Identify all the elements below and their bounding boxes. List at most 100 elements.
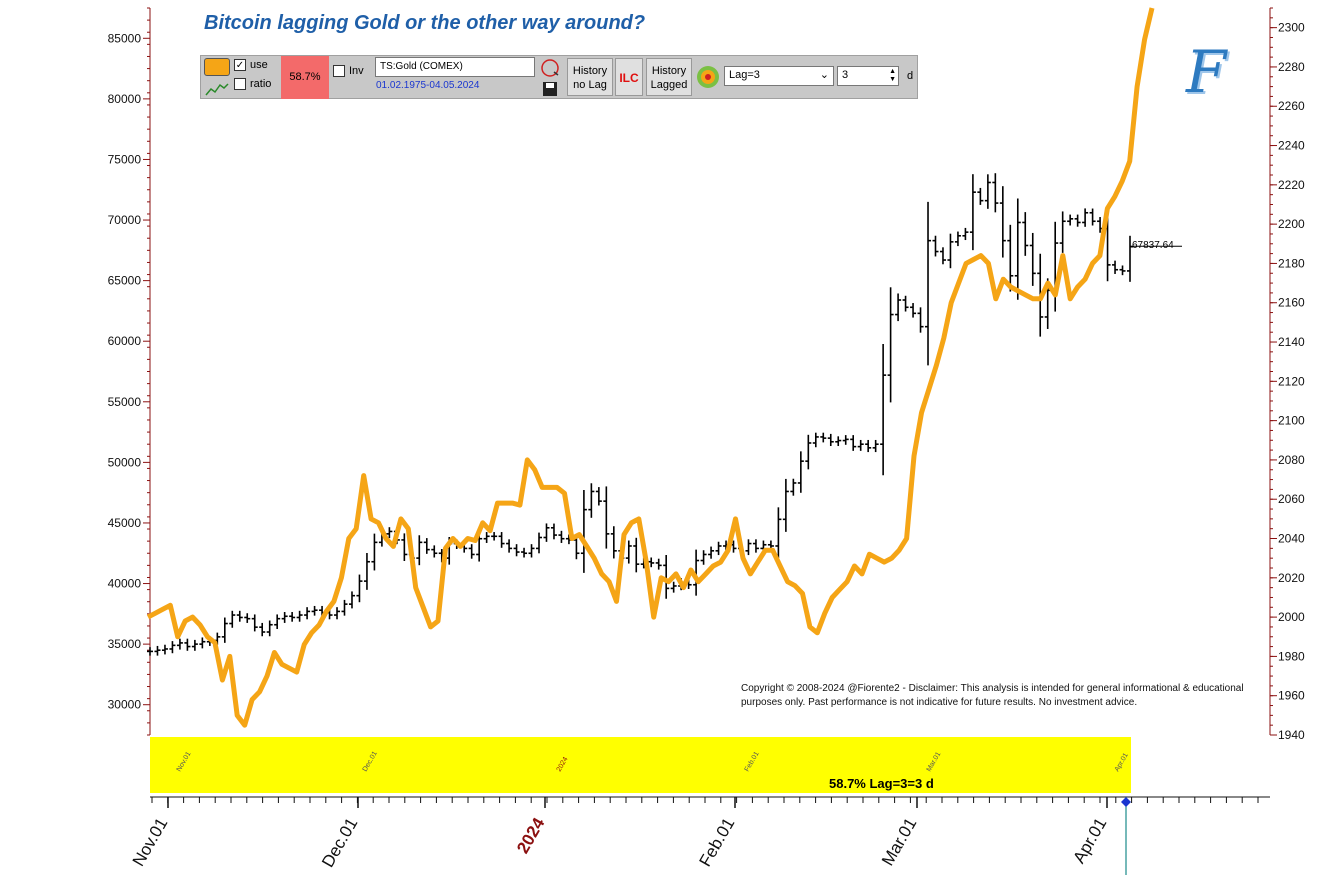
inv-label: Inv bbox=[349, 65, 364, 77]
bitcoin-bar bbox=[356, 574, 363, 603]
right-tick-label: 2300 bbox=[1278, 21, 1305, 35]
bitcoin-bar bbox=[176, 638, 183, 650]
refresh-icon[interactable] bbox=[539, 58, 561, 78]
right-tick-label: 2260 bbox=[1278, 99, 1305, 113]
bitcoin-bar bbox=[939, 247, 946, 265]
bitcoin-bar bbox=[528, 544, 535, 558]
bitcoin-bar bbox=[363, 553, 370, 590]
lag-select[interactable]: Lag=3 ⌄ bbox=[724, 66, 834, 86]
bitcoin-bar bbox=[827, 433, 834, 447]
chevron-down-icon: ⌄ bbox=[819, 69, 829, 81]
bitcoin-bar bbox=[416, 535, 423, 566]
bitcoin-bar bbox=[917, 307, 924, 333]
bitcoin-bar bbox=[902, 295, 909, 312]
bitcoin-bar bbox=[154, 645, 161, 656]
bitcoin-bar bbox=[595, 487, 602, 506]
right-tick-label: 2000 bbox=[1278, 610, 1305, 624]
bitcoin-bar bbox=[752, 539, 759, 553]
bitcoin-bar bbox=[498, 532, 505, 548]
bitcoin-bar bbox=[580, 490, 587, 573]
date-tick-label: 2024 bbox=[513, 814, 549, 857]
ilc-button[interactable]: ILC bbox=[615, 58, 643, 96]
bitcoin-bar bbox=[992, 173, 999, 213]
history-no-lag-button[interactable]: History no Lag bbox=[567, 58, 613, 96]
left-tick-label: 35000 bbox=[108, 637, 142, 651]
bitcoin-bar bbox=[274, 614, 281, 629]
date-tick-label: Apr.01 bbox=[1069, 815, 1110, 867]
right-price-axis: 1940 1960 1980 2000 2020 2040 2060 2080 2100 2120… bbox=[1269, 7, 1305, 742]
bitcoin-bar bbox=[610, 526, 617, 559]
left-tick-label: 50000 bbox=[108, 455, 142, 469]
bitcoin-bar bbox=[169, 641, 176, 654]
right-tick-label: 1940 bbox=[1278, 728, 1305, 742]
toolbar: ✓ use ratio 58.7% Inv TS:Gold (COMEX) 01… bbox=[200, 55, 918, 99]
bitcoin-bar bbox=[184, 638, 191, 651]
bitcoin-bar bbox=[289, 612, 296, 622]
left-price-axis: 30000 35000 40000 45000 50000 55000 60000 65000… bbox=[108, 7, 151, 736]
bitcoin-bar bbox=[1022, 212, 1029, 256]
date-tick-label: Feb.01 bbox=[696, 815, 739, 870]
bitcoin-bar bbox=[199, 637, 206, 649]
bitcoin-bar bbox=[835, 436, 842, 447]
bitcoin-bar bbox=[850, 435, 857, 451]
bitcoin-bar bbox=[491, 532, 498, 541]
bitcoin-bar bbox=[947, 233, 954, 269]
bitcoin-bar bbox=[221, 617, 228, 643]
copyright-disclaimer: Copyright © 2008-2024 @Fiorente2 - Discl… bbox=[741, 683, 1244, 708]
right-tick-label: 2180 bbox=[1278, 256, 1305, 270]
bitcoin-bar bbox=[700, 550, 707, 565]
bitcoin-bar bbox=[191, 639, 198, 651]
series-color-swatch[interactable] bbox=[204, 58, 230, 76]
symbol-input[interactable]: TS:Gold (COMEX) bbox=[375, 57, 535, 77]
bitcoin-bar bbox=[625, 540, 632, 564]
bitcoin-bar bbox=[334, 607, 341, 620]
lag-stepper[interactable]: 3 ▲ ▼ bbox=[837, 66, 899, 86]
bitcoin-bar bbox=[1089, 208, 1096, 226]
right-tick-label: 2060 bbox=[1278, 492, 1305, 506]
history-lagged-button[interactable]: History Lagged bbox=[646, 58, 692, 96]
ratio-checkbox[interactable] bbox=[234, 78, 246, 90]
bitcoin-bar bbox=[251, 614, 258, 632]
bitcoin-bar bbox=[1067, 214, 1074, 226]
bitcoin-bar bbox=[468, 544, 475, 559]
inv-checkbox[interactable] bbox=[333, 65, 345, 77]
target-icon[interactable] bbox=[695, 64, 721, 90]
stepper-arrows-icon[interactable]: ▲ ▼ bbox=[889, 68, 896, 83]
bitcoin-bar bbox=[857, 439, 864, 451]
use-checkbox[interactable]: ✓ bbox=[234, 59, 246, 71]
bitcoin-bar bbox=[1112, 260, 1119, 274]
bitcoin-bar bbox=[820, 432, 827, 443]
bitcoin-bar bbox=[536, 532, 543, 554]
bitcoin-bar bbox=[880, 344, 887, 476]
right-tick-label: 2280 bbox=[1278, 60, 1305, 74]
bitcoin-bar bbox=[401, 533, 408, 562]
bitcoin-bar bbox=[790, 478, 797, 496]
bitcoin-bar bbox=[1007, 224, 1014, 292]
date-range: 01.02.1975-04.05.2024 bbox=[376, 80, 480, 91]
bitcoin-bar bbox=[842, 435, 849, 445]
bitcoin-bar bbox=[259, 622, 266, 637]
unit-label: d bbox=[907, 70, 914, 82]
left-tick-label: 70000 bbox=[108, 213, 142, 227]
bitcoin-bar bbox=[558, 530, 565, 543]
bitcoin-bar bbox=[348, 591, 355, 609]
right-tick-label: 2240 bbox=[1278, 139, 1305, 153]
correlation-badge: 58.7% bbox=[281, 56, 329, 99]
save-icon[interactable] bbox=[541, 80, 559, 98]
date-tick-label: Nov.01 bbox=[129, 815, 172, 870]
bitcoin-bar bbox=[865, 439, 872, 453]
bitcoin-bar bbox=[386, 527, 393, 539]
bitcoin-bar bbox=[872, 439, 879, 453]
chart-type-icon[interactable] bbox=[204, 81, 230, 97]
fiorente-logo: F bbox=[1186, 38, 1227, 106]
bitcoin-bar bbox=[1029, 232, 1036, 286]
bitcoin-bar bbox=[984, 174, 991, 209]
right-tick-label: 2020 bbox=[1278, 571, 1305, 585]
bitcoin-bar bbox=[341, 599, 348, 616]
right-tick-label: 1980 bbox=[1278, 649, 1305, 663]
bitcoin-bar bbox=[236, 610, 243, 622]
bitcoin-bar bbox=[311, 605, 318, 616]
left-tick-label: 40000 bbox=[108, 577, 142, 591]
right-tick-label: 2040 bbox=[1278, 532, 1305, 546]
bitcoin-bar bbox=[633, 537, 640, 573]
